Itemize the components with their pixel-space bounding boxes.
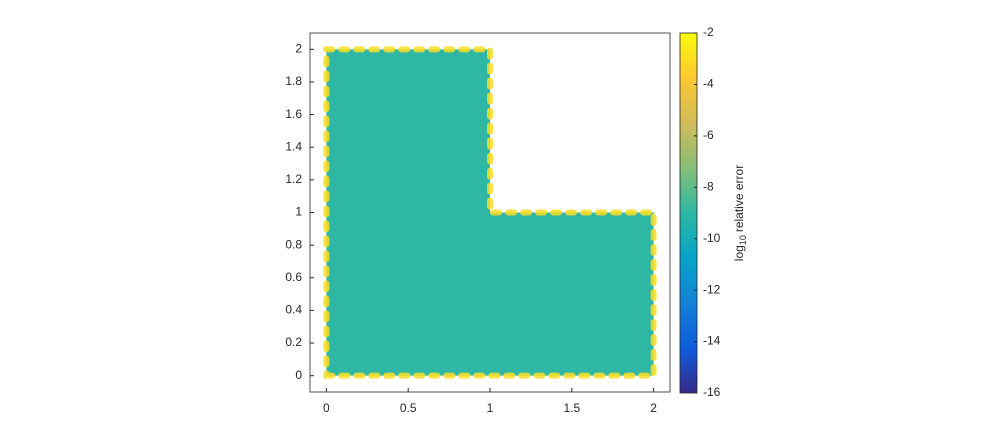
y-tick-label: 2 xyxy=(295,41,302,55)
x-tick-label: 0.5 xyxy=(400,401,417,415)
field-region xyxy=(326,49,654,376)
label-base: log xyxy=(732,245,746,261)
colorbar-tick-label: -14 xyxy=(703,334,721,348)
y-tick-label: 0.2 xyxy=(285,335,302,349)
y-tick-label: 0 xyxy=(295,368,302,382)
colorbar-tick-label: -16 xyxy=(703,385,721,399)
y-tick-label: 1.8 xyxy=(285,74,302,88)
y-tick-label: 0.8 xyxy=(285,237,302,251)
y-tick-label: 1 xyxy=(295,205,302,219)
x-tick-label: 1 xyxy=(487,401,494,415)
colorbar xyxy=(679,32,698,394)
y-tick-label: 1.6 xyxy=(285,107,302,121)
label-rest: relative error xyxy=(732,165,746,232)
y-tick-label: 1.4 xyxy=(285,139,302,153)
colorbar-tick-label: -2 xyxy=(703,25,714,39)
colorbar-tick-label: -10 xyxy=(703,231,721,245)
x-tick-label: 0 xyxy=(323,401,330,415)
y-tick-label: 1.2 xyxy=(285,172,302,186)
x-tick-label: 2 xyxy=(650,401,657,415)
colorbar-tick-label: -6 xyxy=(703,128,714,142)
colorbar-tick-label: -12 xyxy=(703,282,721,296)
label-subscript: 10 xyxy=(738,235,748,245)
field-boundary xyxy=(323,46,657,379)
colorbar-tick-label: -8 xyxy=(703,179,714,193)
colorbar-label: log10 relative error xyxy=(732,165,748,261)
y-tick-label: 0.4 xyxy=(285,303,302,317)
x-tick-label: 1.5 xyxy=(563,401,580,415)
y-tick-label: 0.6 xyxy=(285,270,302,284)
colorbar-tick-label: -4 xyxy=(703,77,714,91)
